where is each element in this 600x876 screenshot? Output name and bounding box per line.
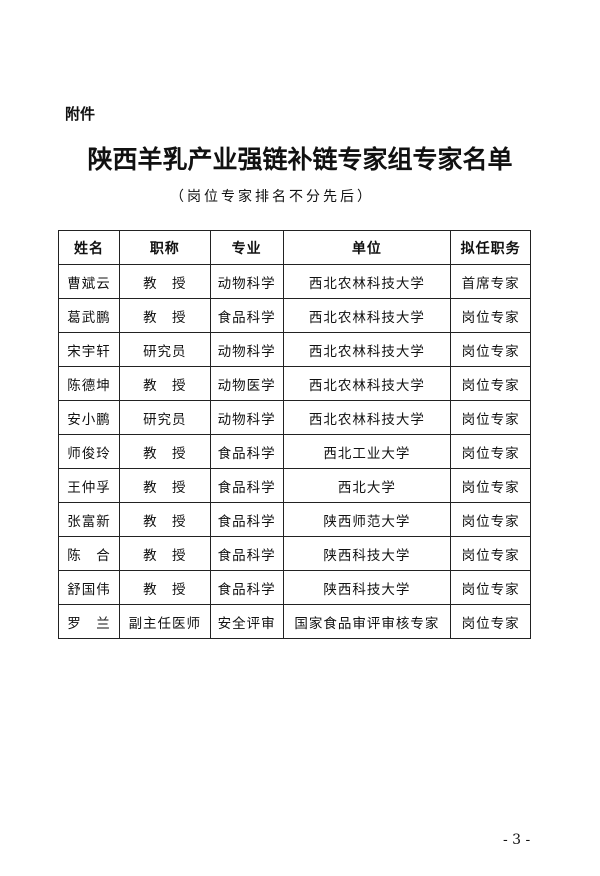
table-cell: 岗位专家 xyxy=(450,400,531,435)
table-cell: 岗位专家 xyxy=(450,570,531,605)
table-cell: 陈 合 xyxy=(58,536,120,571)
table-cell: 西北农林科技大学 xyxy=(282,264,452,299)
table-cell: 陕西科技大学 xyxy=(282,536,452,571)
table-row: 陈 合教 授食品科学 陕西科技大学 岗位专家 xyxy=(58,536,531,571)
table-cell: 岗位专家 xyxy=(450,366,531,401)
table-cell: 副主任医师 xyxy=(118,604,211,639)
table-row: 师俊玲教 授食品科学 西北工业大学 岗位专家 xyxy=(58,434,531,469)
table-cell: 西北大学 xyxy=(282,468,452,503)
table-cell: 张富新 xyxy=(58,502,120,537)
table-cell: 食品科学 xyxy=(209,502,284,537)
table-cell: 岗位专家 xyxy=(450,298,531,333)
table-cell: 教 授 xyxy=(118,434,211,469)
table-cell: 安全评审 xyxy=(209,604,284,639)
column-header: 职称 xyxy=(118,230,211,265)
table-row: 葛武鹏教 授食品科学 西北农林科技大学 岗位专家 xyxy=(58,298,531,333)
expert-table: 姓名 职称 专业 单位 拟任职务 曹斌云教 授动物科学 西北农林科技大学 首席专家 葛武鹏教 … xyxy=(58,230,531,639)
table-cell: 安小鹏 xyxy=(58,400,120,435)
table-cell: 王仲孚 xyxy=(58,468,120,503)
table-cell: 岗位专家 xyxy=(450,502,531,537)
table-cell: 西北农林科技大学 xyxy=(282,400,452,435)
table-cell: 教 授 xyxy=(118,366,211,401)
column-header: 姓名 xyxy=(58,230,120,265)
table-cell: 研究员 xyxy=(118,400,211,435)
table-cell: 食品科学 xyxy=(209,468,284,503)
table-cell: 动物科学 xyxy=(209,264,284,299)
table-cell: 陕西师范大学 xyxy=(282,502,452,537)
table-row: 宋宇轩 研究员 动物科学 西北农林科技大学 岗位专家 xyxy=(58,332,531,367)
table-cell: 舒国伟 xyxy=(58,570,120,605)
table-cell: 岗位专家 xyxy=(450,604,531,639)
column-header: 专业 xyxy=(209,230,284,265)
table-cell: 教 授 xyxy=(118,536,211,571)
table-cell: 陕西科技大学 xyxy=(282,570,452,605)
table-cell: 西北农林科技大学 xyxy=(282,366,452,401)
table-cell: 食品科学 xyxy=(209,536,284,571)
table-cell: 葛武鹏 xyxy=(58,298,120,333)
table-cell: 动物科学 xyxy=(209,400,284,435)
column-header: 单位 xyxy=(282,230,452,265)
table-cell: 西北工业大学 xyxy=(282,434,452,469)
page-number: - 3 - xyxy=(503,832,531,848)
table-cell: 研究员 xyxy=(118,332,211,367)
table-cell: 动物科学 xyxy=(209,332,284,367)
table-cell: 教 授 xyxy=(118,298,211,333)
table-row: 陈德坤教 授动物医学 西北农林科技大学 岗位专家 xyxy=(58,366,531,401)
table-cell: 岗位专家 xyxy=(450,434,531,469)
table-cell: 岗位专家 xyxy=(450,536,531,571)
table-cell: 宋宇轩 xyxy=(58,332,120,367)
table-cell: 西北农林科技大学 xyxy=(282,332,452,367)
table-row: 舒国伟教 授食品科学 陕西科技大学 岗位专家 xyxy=(58,570,531,605)
document-title: 陕西羊乳产业强链补链专家组专家名单 xyxy=(87,145,513,174)
table-cell: 教 授 xyxy=(118,570,211,605)
attachment-label: 附件 xyxy=(65,105,96,123)
table-cell: 岗位专家 xyxy=(450,332,531,367)
table-cell: 首席专家 xyxy=(450,264,531,299)
table-cell: 师俊玲 xyxy=(58,434,120,469)
table-cell: 教 授 xyxy=(118,264,211,299)
table-cell: 动物医学 xyxy=(209,366,284,401)
table-row: 安小鹏 研究员 动物科学 西北农林科技大学 岗位专家 xyxy=(58,400,531,435)
column-header: 拟任职务 xyxy=(450,230,531,265)
table-cell: 食品科学 xyxy=(209,434,284,469)
table-cell: 食品科学 xyxy=(209,298,284,333)
table-header-row: 姓名 职称 专业 单位 拟任职务 xyxy=(58,230,531,265)
table-row: 罗 兰副主任医师 安全评审 国家食品审评审核专家 岗位专家 xyxy=(58,604,531,639)
table-cell: 国家食品审评审核专家 xyxy=(282,604,452,639)
table-cell: 教 授 xyxy=(118,502,211,537)
table-cell: 西北农林科技大学 xyxy=(282,298,452,333)
table-cell: 食品科学 xyxy=(209,570,284,605)
table-row: 王仲孚教 授食品科学 西北大学 岗位专家 xyxy=(58,468,531,503)
table-cell: 陈德坤 xyxy=(58,366,120,401)
table-row: 张富新教 授食品科学 陕西师范大学 岗位专家 xyxy=(58,502,531,537)
table-cell: 教 授 xyxy=(118,468,211,503)
table-cell: 曹斌云 xyxy=(58,264,120,299)
table-cell: 罗 兰 xyxy=(58,604,120,639)
document-subtitle: （岗位专家排名不分先后） xyxy=(170,189,374,205)
table-row: 曹斌云教 授动物科学 西北农林科技大学 首席专家 xyxy=(58,264,531,299)
table-cell: 岗位专家 xyxy=(450,468,531,503)
